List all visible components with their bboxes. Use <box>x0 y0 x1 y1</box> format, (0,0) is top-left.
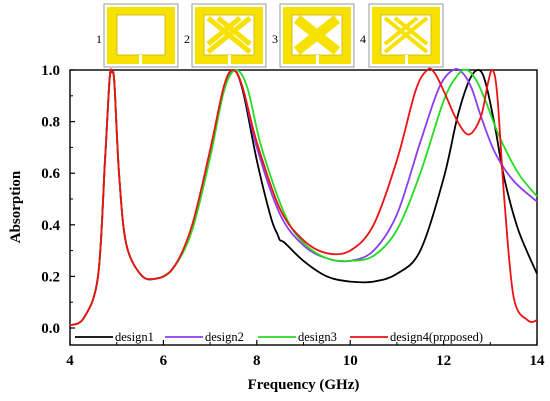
inset-gap-1 <box>139 55 142 64</box>
y-tick-label: 0.4 <box>41 218 60 234</box>
inset-label-2: 2 <box>184 32 190 46</box>
inset-panels: 1 2 3 <box>96 3 444 68</box>
plot-frame <box>69 69 538 346</box>
inset-label-3: 3 <box>272 32 278 46</box>
x-tick-label: 4 <box>66 353 74 369</box>
series-line-design4-proposed- <box>69 67 538 327</box>
inset-cross-3 <box>293 15 341 55</box>
inset-design-3: 3 <box>272 3 355 68</box>
x-axis-title: Frequency (GHz) <box>248 377 360 393</box>
inset-gap-4 <box>405 55 408 64</box>
legend-label: design2 <box>205 330 244 344</box>
y-tick-label: 0.8 <box>41 115 60 131</box>
series-line-design3 <box>69 68 538 327</box>
inset-design-4: 4 <box>360 3 444 68</box>
inset-gap-2 <box>228 55 231 64</box>
x-tick-label: 14 <box>530 353 546 369</box>
inset-cross-2 <box>206 16 252 54</box>
axis-ticks: 4 6 8 10 12 14 0.0 0.2 0.4 0.6 0.8 1.0 <box>41 63 545 369</box>
x-tick-label: 6 <box>160 353 168 369</box>
inset-label-4: 4 <box>360 32 366 46</box>
x-tick-label: 10 <box>343 353 358 369</box>
y-tick-label: 0.0 <box>41 321 60 337</box>
legend: design1 design2 design3 design4(proposed) <box>75 330 483 344</box>
legend-label: design3 <box>298 330 337 344</box>
inset-label-1: 1 <box>96 32 102 46</box>
y-tick-label: 0.2 <box>41 269 60 285</box>
x-tick-label: 8 <box>253 353 261 369</box>
series-lines <box>69 67 538 327</box>
legend-label: design1 <box>115 330 154 344</box>
series-line-design1 <box>69 68 538 327</box>
inset-design-2: 2 <box>184 3 267 68</box>
x-tick-label: 12 <box>436 353 451 369</box>
inset-hole-1 <box>116 14 166 56</box>
y-axis-title: Absorption <box>8 170 24 243</box>
y-tick-label: 1.0 <box>41 63 60 79</box>
inset-cross-4 <box>383 16 429 54</box>
inset-gap-3 <box>316 55 319 64</box>
y-tick-label: 0.6 <box>41 166 60 182</box>
inset-design-1: 1 <box>96 3 179 68</box>
series-line-design2 <box>69 67 538 327</box>
legend-label: design4(proposed) <box>390 330 483 344</box>
